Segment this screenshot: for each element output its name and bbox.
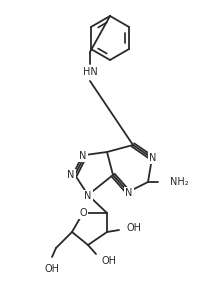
Text: NH₂: NH₂ <box>169 177 188 187</box>
Text: OH: OH <box>101 256 116 266</box>
Text: O: O <box>79 208 86 218</box>
Text: OH: OH <box>126 223 141 233</box>
Text: N: N <box>125 188 132 198</box>
Text: OH: OH <box>44 264 59 274</box>
Text: HN: HN <box>82 67 97 77</box>
Text: N: N <box>149 153 156 163</box>
Text: N: N <box>79 151 86 161</box>
Text: N: N <box>84 191 91 201</box>
Text: N: N <box>67 170 74 180</box>
